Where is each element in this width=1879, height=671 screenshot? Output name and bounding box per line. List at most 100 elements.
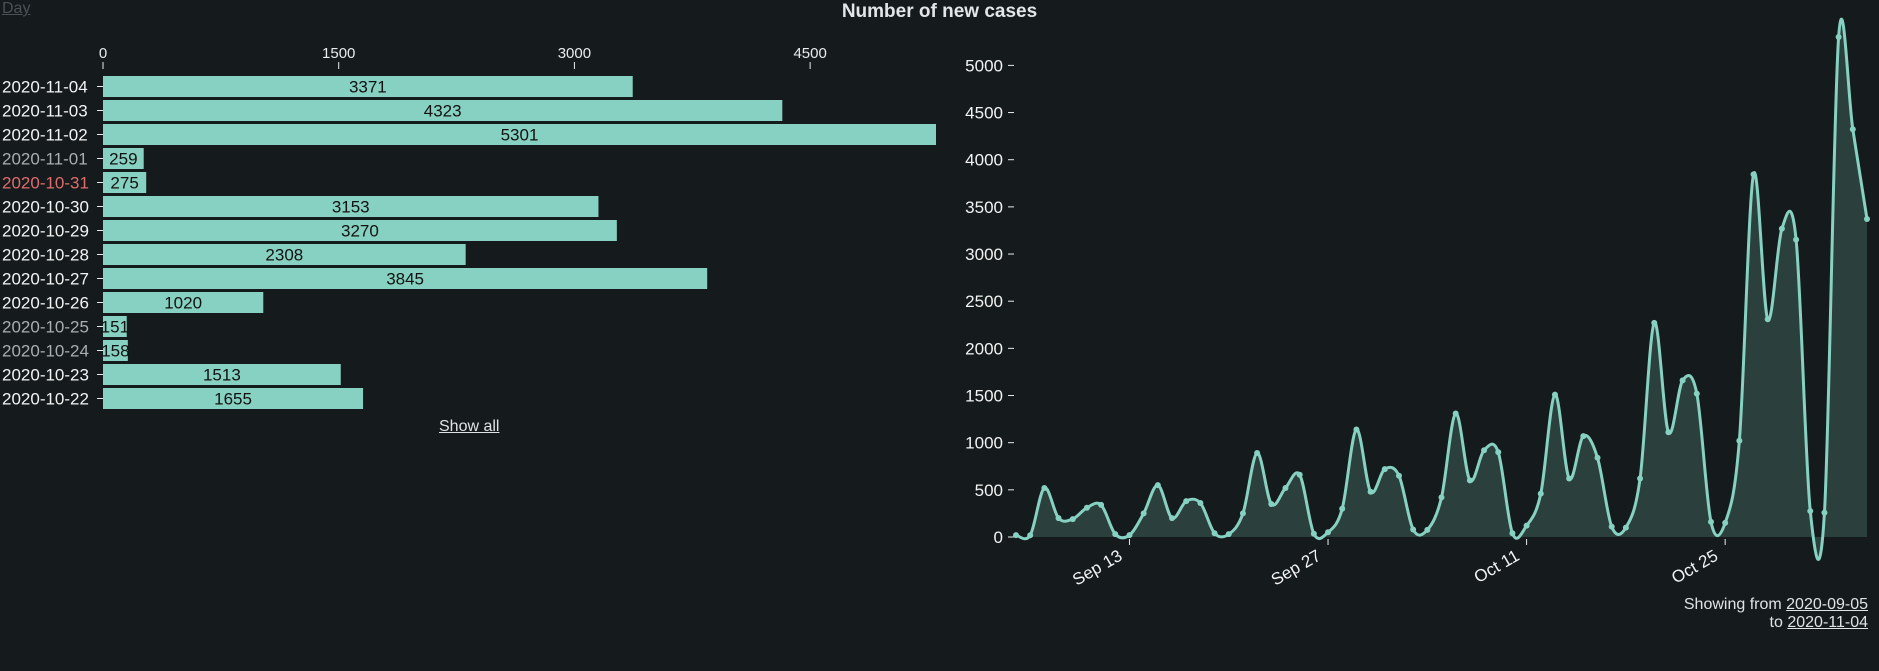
data-point: [1140, 510, 1147, 517]
data-point: [1055, 515, 1062, 522]
day-link[interactable]: Day: [2, 0, 31, 17]
data-point: [1807, 508, 1814, 515]
bar-value-label: 2308: [265, 246, 303, 265]
y-tick-label: 1500: [965, 387, 1003, 406]
data-point: [1594, 454, 1601, 461]
data-point: [1154, 482, 1161, 489]
y-tick-label: 4500: [965, 104, 1003, 123]
data-point: [1027, 532, 1034, 539]
data-point: [1013, 532, 1019, 539]
data-point: [1325, 529, 1332, 536]
bar-value-label: 5301: [501, 126, 539, 145]
data-point: [1424, 526, 1431, 533]
y-tick-label: 500: [975, 481, 1003, 500]
data-point: [1126, 532, 1133, 539]
data-point: [1523, 522, 1530, 529]
data-point: [1793, 236, 1800, 243]
x-tick-label: 0: [99, 45, 107, 62]
data-point: [1551, 391, 1558, 398]
data-point: [1693, 390, 1700, 397]
data-point: [1778, 225, 1785, 232]
range-to-link[interactable]: 2020-11-04: [1787, 614, 1868, 631]
category-label: 2020-11-02: [2, 126, 88, 145]
data-point: [1254, 450, 1261, 457]
bar-value-label: 1655: [214, 390, 252, 409]
x-tick-label: Sep 27: [1268, 546, 1324, 589]
bar-value-label: 158: [101, 342, 129, 361]
data-point: [1310, 530, 1317, 537]
category-label: 2020-10-30: [2, 198, 89, 217]
category-label: 2020-11-01: [2, 150, 88, 169]
data-point: [1083, 504, 1090, 511]
category-label: 2020-11-04: [2, 78, 88, 97]
bar: [103, 100, 783, 121]
data-point: [1764, 316, 1771, 323]
data-point: [1835, 34, 1842, 40]
data-point: [1410, 526, 1417, 533]
range-prefix: Showing from: [1683, 596, 1782, 613]
data-point: [1225, 531, 1232, 538]
data-point: [1566, 475, 1573, 482]
x-tick-label: 4500: [793, 45, 826, 62]
data-point: [1637, 475, 1644, 482]
data-point: [1339, 505, 1346, 512]
y-tick-label: 0: [994, 528, 1003, 547]
bar: [103, 220, 617, 241]
bar: [103, 244, 466, 265]
data-point: [1537, 490, 1544, 497]
category-label: 2020-10-23: [2, 366, 89, 385]
bar-value-label: 3270: [341, 222, 379, 241]
bar-value-label: 3371: [349, 78, 387, 97]
data-point: [1183, 498, 1190, 505]
data-point: [1438, 494, 1445, 501]
x-tick-label: Oct 25: [1668, 546, 1721, 588]
show-all-link[interactable]: Show all: [439, 418, 500, 435]
bar-value-label: 1513: [203, 366, 241, 385]
bar-value-label: 3153: [332, 198, 370, 217]
data-point: [1282, 484, 1289, 491]
bar: [103, 124, 936, 145]
category-label: 2020-10-22: [2, 390, 89, 409]
bar: [103, 292, 264, 313]
data-point: [1679, 377, 1686, 384]
x-tick-label: 1500: [322, 45, 355, 62]
date-range-caption: Showing from 2020-09-05 to 2020-11-04: [1684, 596, 1868, 632]
data-point: [1707, 518, 1714, 525]
category-label: 2020-10-28: [2, 246, 89, 265]
data-point: [1466, 477, 1473, 484]
bar-value-label: 3845: [386, 270, 424, 289]
bar-value-label: 151: [101, 318, 129, 337]
data-point: [1296, 471, 1303, 478]
y-tick-label: 5000: [965, 56, 1003, 75]
data-point: [1239, 510, 1246, 517]
bar: [103, 316, 127, 337]
data-point: [1069, 516, 1076, 523]
data-point: [1864, 216, 1870, 223]
data-point: [1821, 509, 1828, 516]
data-point: [1211, 530, 1218, 537]
bar: [103, 196, 599, 217]
data-point: [1495, 449, 1502, 456]
data-point: [1395, 472, 1402, 479]
y-tick-label: 3000: [965, 245, 1003, 264]
y-tick-label: 3500: [965, 198, 1003, 217]
data-point: [1665, 429, 1672, 436]
bar-chart: 0 1500 3000 4500 2020-11-04 3371 2020-11-03 432…: [2, 45, 936, 409]
category-label: 2020-11-03: [2, 102, 88, 121]
category-label: 2020-10-29: [2, 222, 89, 241]
data-point: [1651, 319, 1658, 326]
data-point: [1481, 447, 1488, 454]
area-fill: [1016, 19, 1867, 560]
data-point: [1722, 519, 1729, 526]
range-from-link[interactable]: 2020-09-05: [1786, 596, 1868, 613]
bar: [103, 340, 128, 361]
data-point: [1353, 426, 1360, 433]
data-point: [1169, 515, 1176, 522]
x-tick-label: Oct 11: [1471, 546, 1523, 587]
data-point: [1112, 531, 1119, 538]
data-point: [1736, 437, 1743, 444]
data-point: [1197, 500, 1204, 507]
category-label: 2020-10-31: [2, 174, 89, 193]
data-point: [1268, 500, 1275, 507]
bar-value-label: 1020: [164, 294, 202, 313]
